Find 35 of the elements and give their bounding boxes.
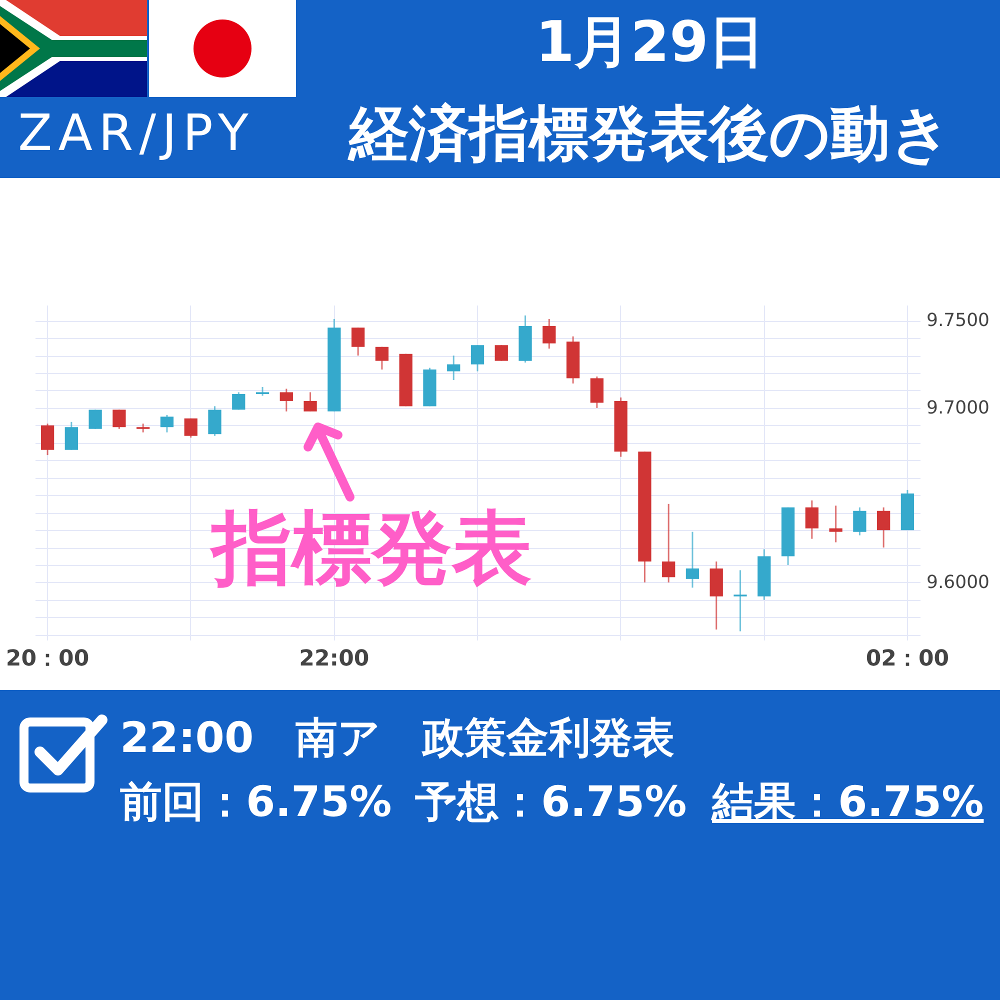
candlestick bbox=[184, 418, 198, 438]
y-tick-label: 9.7000 bbox=[926, 397, 990, 418]
candlestick bbox=[160, 414, 174, 434]
x-tick-label: 20：00 bbox=[6, 646, 90, 672]
text: ZAR/JPY bbox=[18, 104, 254, 162]
y-tick-label: 9.6000 bbox=[926, 572, 990, 593]
y-tick-label: 9.7500 bbox=[926, 310, 990, 332]
candlestick bbox=[447, 354, 460, 381]
candlestick bbox=[304, 391, 317, 412]
candlestick bbox=[375, 346, 389, 370]
chart-title: 1月29日 bbox=[534, 9, 766, 77]
candlestick bbox=[352, 326, 365, 356]
text: 前回：6.75% bbox=[120, 776, 392, 828]
x-tick-label: 22:00 bbox=[299, 646, 370, 672]
candlestick bbox=[805, 500, 818, 540]
candlestick bbox=[232, 391, 246, 410]
candlestick bbox=[280, 388, 293, 412]
candlestick bbox=[853, 506, 866, 536]
text: 結果：6.75% bbox=[712, 776, 984, 828]
candlestick bbox=[494, 344, 508, 362]
candlestick bbox=[88, 408, 102, 430]
candlestick bbox=[112, 408, 126, 430]
text: 22:00 南ア 政策金利発表 bbox=[120, 712, 675, 764]
text: 予想：6.75% bbox=[415, 776, 687, 828]
candlestick bbox=[877, 506, 890, 548]
candlestick bbox=[829, 504, 842, 544]
chart-subtitle: 経済指標発表後の動き bbox=[346, 98, 952, 171]
candlestick bbox=[662, 503, 676, 584]
candlestick bbox=[686, 531, 700, 588]
candlestick bbox=[64, 421, 78, 451]
x-tick-label: 02：00 bbox=[866, 646, 950, 672]
candlestick bbox=[734, 569, 747, 632]
candlestick bbox=[542, 318, 556, 350]
candlestick bbox=[470, 344, 484, 372]
annotation: 指標発表 bbox=[209, 501, 532, 594]
